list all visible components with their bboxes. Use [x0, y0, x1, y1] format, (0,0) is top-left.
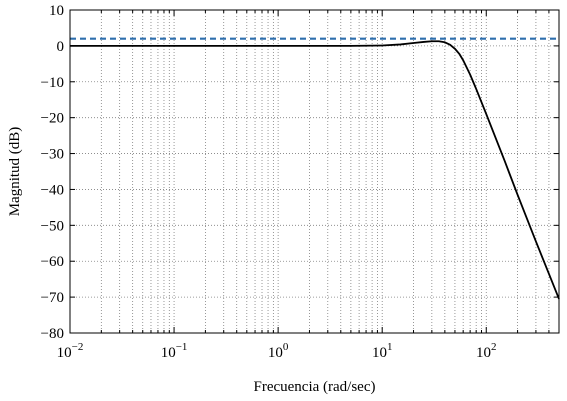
grid — [70, 10, 559, 333]
y-tick-label: −40 — [41, 182, 64, 198]
x-tick-exponent: 2 — [491, 341, 497, 353]
x-tick-base: 10 — [372, 345, 387, 361]
x-axis-label: Frecuencia (rad/sec) — [253, 379, 375, 395]
x-tick-label: 10−1 — [161, 341, 188, 361]
y-tick-label: −30 — [41, 147, 64, 163]
magnitude-curve-series — [70, 40, 560, 300]
y-tick-label: −10 — [41, 75, 64, 91]
series-layer — [70, 37, 560, 300]
x-tick-base: 10 — [161, 345, 176, 361]
x-tick-label: 10−2 — [57, 341, 84, 361]
y-tick-label: −80 — [41, 326, 64, 342]
plot-frame — [69, 9, 560, 334]
x-tick-label: 100 — [268, 341, 289, 361]
x-tick-exponent: −2 — [72, 341, 84, 353]
y-tick-label: −60 — [41, 254, 64, 270]
y-tick-label: −20 — [41, 111, 64, 127]
y-axis-label: Magnitud (dB) — [7, 127, 23, 217]
x-tick-label: 102 — [476, 341, 497, 361]
y-tick-label: −50 — [41, 218, 64, 234]
x-tick-exponent: 0 — [283, 341, 289, 353]
y-tick-label: −70 — [41, 290, 64, 306]
x-tick-label: 101 — [372, 341, 393, 361]
x-tick-exponent: −1 — [176, 341, 188, 353]
y-tick-label: 0 — [57, 39, 65, 55]
y-tick-label: 10 — [49, 3, 64, 19]
x-tick-base: 10 — [476, 345, 491, 361]
x-tick-base: 10 — [268, 345, 283, 361]
x-tick-base: 10 — [57, 345, 72, 361]
x-tick-exponent: 1 — [387, 341, 393, 353]
